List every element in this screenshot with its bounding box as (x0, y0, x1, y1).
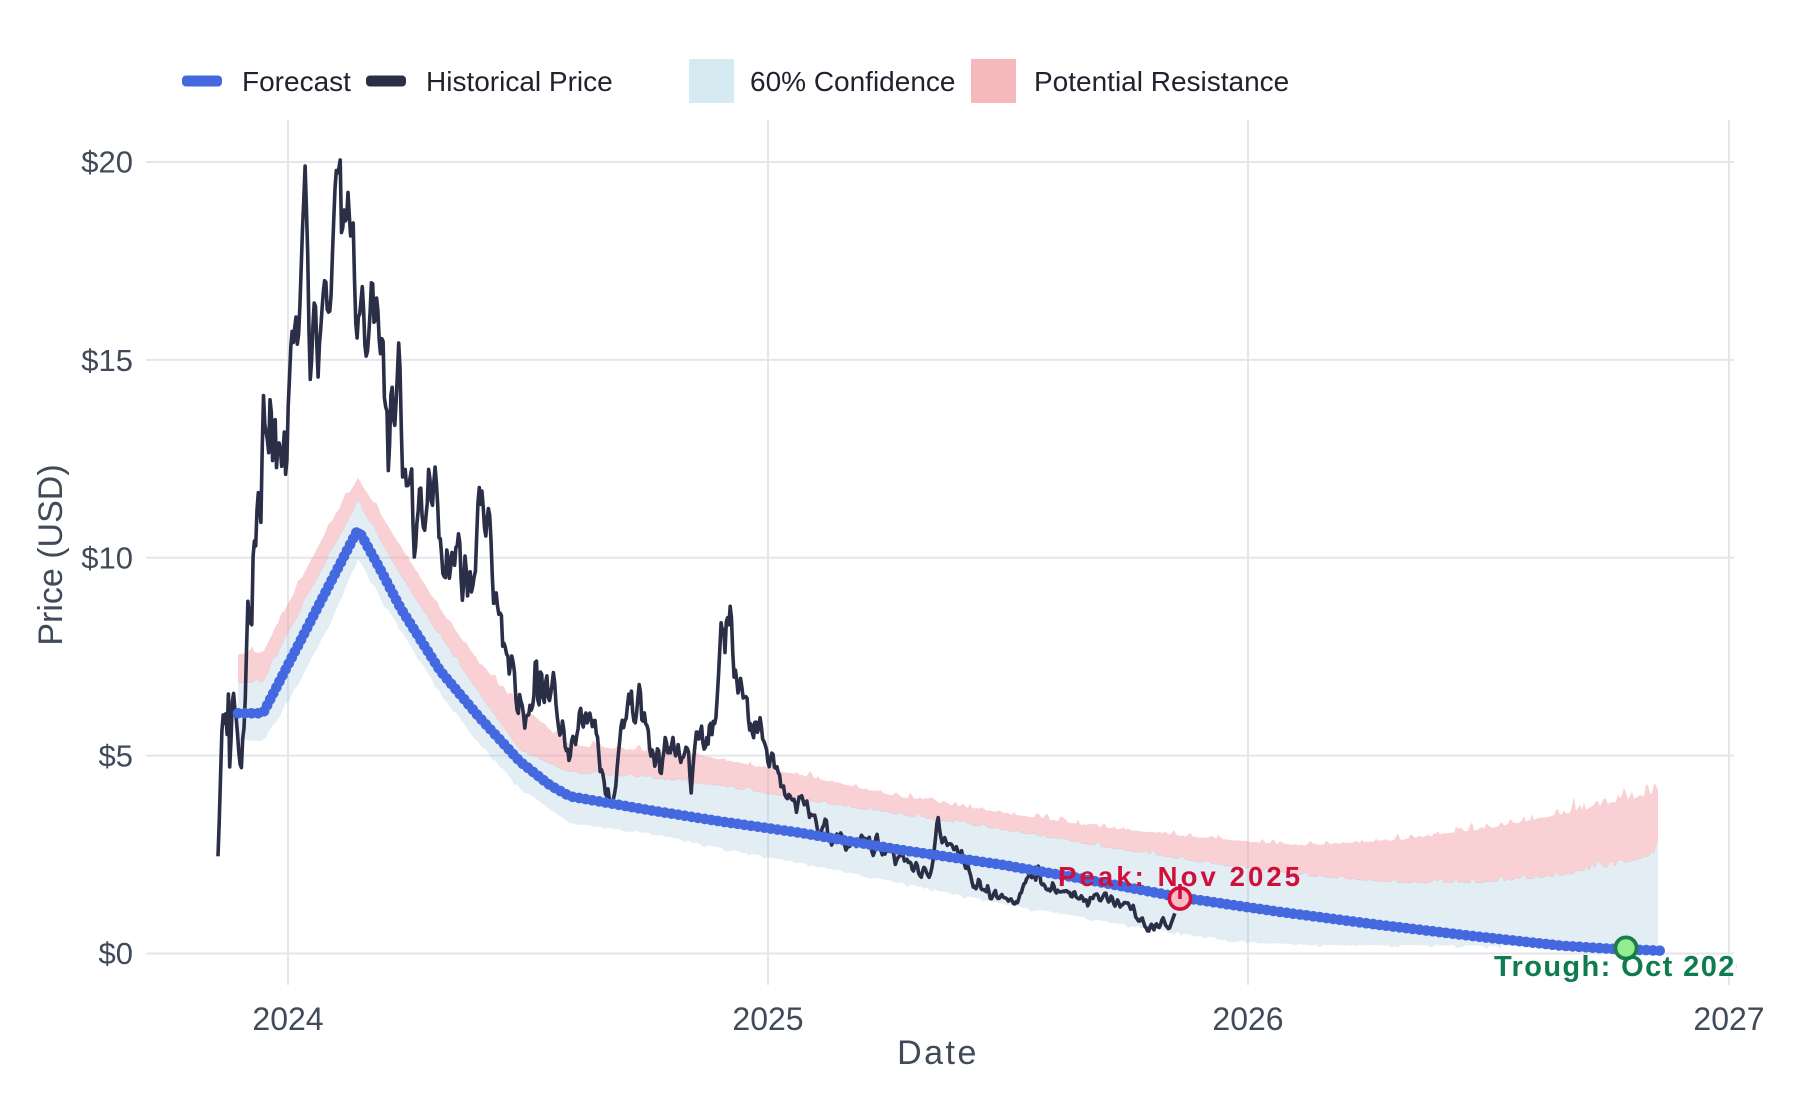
svg-text:$20: $20 (81, 145, 133, 180)
svg-text:Forecast: Forecast (242, 66, 351, 97)
svg-text:$15: $15 (81, 343, 133, 378)
svg-text:2024: 2024 (252, 1001, 323, 1037)
svg-text:60% Confidence: 60% Confidence (750, 66, 955, 97)
svg-text:$10: $10 (81, 541, 133, 576)
svg-text:Trough: Oct 2026: Trough: Oct 2026 (1494, 951, 1753, 983)
svg-text:$0: $0 (99, 936, 133, 971)
svg-text:2025: 2025 (732, 1001, 803, 1037)
svg-text:Peak: Nov 2025: Peak: Nov 2025 (1058, 861, 1303, 892)
svg-text:Historical Price: Historical Price (426, 66, 613, 97)
svg-text:Date: Date (897, 1034, 979, 1072)
svg-text:2027: 2027 (1693, 1001, 1764, 1037)
svg-text:2026: 2026 (1212, 1001, 1283, 1037)
svg-text:Price (USD): Price (USD) (32, 464, 70, 645)
svg-text:$5: $5 (99, 739, 133, 774)
svg-text:Potential Resistance: Potential Resistance (1034, 66, 1289, 97)
